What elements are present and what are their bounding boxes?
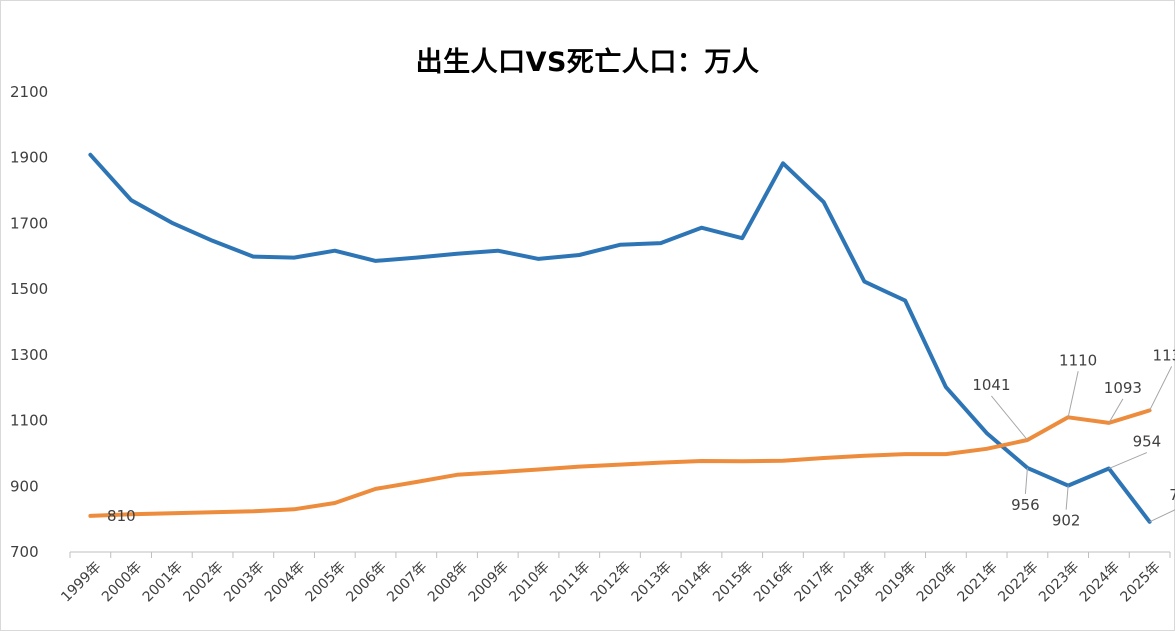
y-tick-label: 1300: [10, 346, 48, 364]
data-label: 1093: [1104, 379, 1142, 397]
x-tick-label: 1999年: [58, 559, 104, 605]
x-tick-label: 2016年: [751, 559, 797, 605]
data-label: 954: [1133, 433, 1162, 451]
data-label: 792: [1169, 486, 1175, 504]
x-tick-label: 2004年: [262, 559, 308, 605]
data-label-leader: [991, 395, 1028, 441]
chart-title: 出生人口VS死亡人口：万人: [415, 47, 760, 78]
x-tick-label: 2021年: [955, 559, 1001, 605]
y-tick-label: 700: [10, 543, 39, 561]
x-tick-label: 2022年: [995, 559, 1041, 605]
y-tick-label: 1500: [10, 280, 48, 298]
data-label-leader: [1108, 452, 1148, 470]
data-label: 1041: [972, 376, 1010, 394]
data-label-leader: [1024, 467, 1028, 494]
data-label: 1131: [1153, 346, 1175, 364]
x-tick-label: 2014年: [669, 559, 715, 605]
x-tick-label: 2002年: [180, 559, 226, 605]
x-tick-label: 2008年: [425, 559, 471, 605]
y-tick-label: 900: [10, 477, 39, 495]
x-tick-label: 2006年: [343, 559, 389, 605]
series-line-1: [88, 152, 1152, 524]
x-tick-label: 2017年: [792, 559, 838, 605]
data-label: 956: [1011, 496, 1040, 514]
y-tick-label: 1700: [10, 214, 48, 232]
data-label-leader: [1108, 398, 1124, 424]
x-tick-label: 2025年: [1118, 559, 1164, 605]
series-line-2: [88, 408, 1152, 518]
x-tick-label: 2000年: [99, 559, 145, 605]
x-tick-label: 2015年: [710, 559, 756, 605]
data-label-leader: [1149, 509, 1175, 523]
x-tick-label: 2019年: [873, 559, 919, 605]
data-label-leader: [1065, 485, 1069, 510]
x-tick-label: 2001年: [140, 559, 186, 605]
x-tick-label: 2005年: [303, 559, 349, 605]
x-tick-label: 2011年: [547, 559, 593, 605]
x-tick-label: 2018年: [832, 559, 878, 605]
x-tick-label: 2003年: [221, 559, 267, 605]
y-tick-label: 1900: [10, 149, 48, 167]
x-tick-label: 2020年: [914, 559, 960, 605]
y-tick-label: 1100: [10, 412, 48, 430]
x-tick-label: 2013年: [629, 559, 675, 605]
x-tick-label: 2007年: [384, 559, 430, 605]
data-label: 902: [1052, 512, 1081, 530]
x-tick-label: 2009年: [466, 559, 512, 605]
y-tick-label: 2100: [10, 83, 48, 101]
x-tick-label: 2010年: [506, 559, 552, 605]
data-label: 810: [107, 507, 136, 525]
x-tick-label: 2023年: [1036, 559, 1082, 605]
x-tick-label: 2024年: [1077, 559, 1123, 605]
data-label-leader: [1149, 366, 1173, 411]
x-tick-label: 2012年: [588, 559, 634, 605]
data-label-leader: [1067, 371, 1079, 418]
data-label: 1110: [1059, 351, 1097, 369]
